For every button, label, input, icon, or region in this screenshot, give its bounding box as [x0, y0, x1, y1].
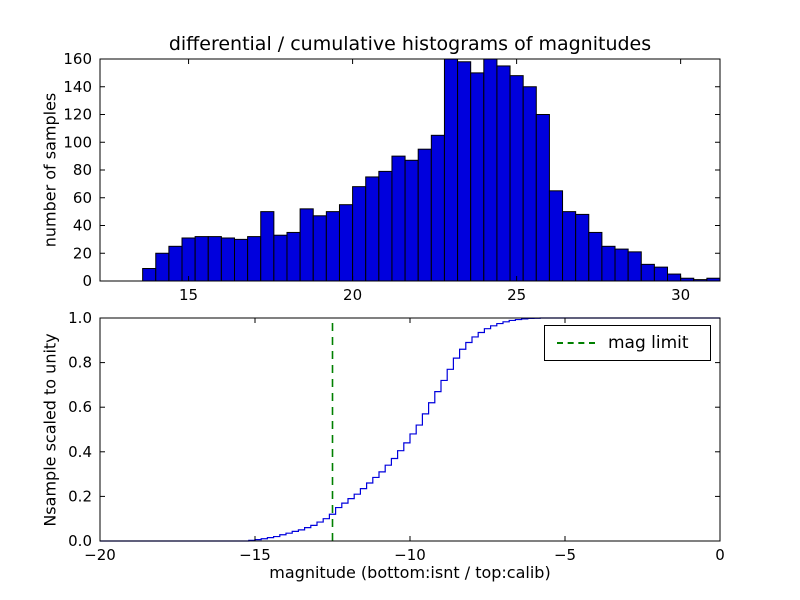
y-tick-label: 60	[73, 189, 92, 207]
histogram-bar	[378, 170, 393, 282]
histogram-bar	[614, 248, 629, 282]
histogram-bar	[338, 204, 354, 282]
histogram-bar	[207, 236, 222, 282]
x-tick-label: −5	[554, 546, 576, 564]
x-tick-label: −10	[394, 546, 426, 564]
histogram-bar	[273, 234, 288, 282]
x-tick-label: −15	[239, 546, 271, 564]
histogram-bar	[562, 211, 577, 282]
histogram-bar	[181, 237, 196, 282]
y-tick-label: 40	[73, 217, 92, 235]
y-tick-label: 0.6	[68, 398, 92, 416]
y-tick-label: 20	[73, 244, 92, 262]
histogram-bar	[352, 186, 367, 282]
histogram-bar	[404, 159, 419, 282]
x-tick-label: 25	[507, 286, 526, 304]
x-tick-label: 0	[715, 546, 725, 564]
histogram-bar	[299, 208, 314, 282]
histogram-bar	[575, 213, 590, 282]
histogram-bar	[365, 176, 380, 282]
histogram-bar	[247, 236, 262, 282]
dashed-line-sample-icon	[557, 342, 595, 344]
histogram-bar	[640, 263, 655, 282]
y-tick-label: 0.4	[68, 443, 92, 461]
histogram-bar	[312, 215, 327, 282]
histogram-bar	[220, 237, 235, 282]
histogram-bar	[667, 273, 682, 282]
histogram-bar	[391, 155, 406, 282]
histogram-bar	[457, 61, 472, 282]
histogram-bar	[194, 236, 209, 282]
histogram-bar	[286, 231, 301, 282]
y-tick-label: 100	[63, 133, 92, 151]
x-tick-label: 20	[343, 286, 362, 304]
histogram-bar	[233, 238, 249, 282]
histogram-bar	[260, 211, 275, 282]
y-tick-label: 0.0	[68, 532, 92, 550]
histogram-bar	[430, 134, 445, 282]
histogram-bar	[509, 75, 524, 282]
y-tick-label: 0	[82, 272, 92, 290]
histogram-bar	[522, 86, 537, 282]
histogram-bar	[601, 245, 616, 282]
histogram-bar	[470, 72, 485, 282]
x-tick-label: −20	[84, 546, 116, 564]
histogram-bar	[588, 231, 603, 282]
histogram-bar	[653, 266, 669, 282]
x-axis-label: magnitude (bottom:isnt / top:calib)	[269, 563, 551, 582]
histogram-bar	[627, 251, 642, 282]
y-tick-label: 0.2	[68, 487, 92, 505]
histogram-bar	[443, 58, 459, 282]
histogram-bar	[142, 268, 157, 282]
chart-title: differential / cumulative histograms of …	[168, 33, 652, 55]
histogram-bar	[548, 190, 564, 282]
y-tick-label: 0.8	[68, 354, 92, 372]
histogram-bar	[417, 148, 432, 282]
bottom-y-axis-label: Nsample scaled to unity	[40, 333, 60, 527]
y-tick-label: 140	[63, 78, 92, 96]
y-tick-label: 80	[73, 161, 92, 179]
y-tick-label: 1.0	[68, 309, 92, 327]
legend-label: mag limit	[608, 333, 689, 353]
y-tick-label: 160	[63, 50, 92, 68]
histogram-bar	[496, 65, 511, 282]
histogram-bar	[325, 211, 340, 282]
histogram-bar	[483, 58, 498, 282]
x-tick-label: 30	[671, 286, 690, 304]
histogram-bar	[155, 252, 170, 282]
x-tick-label: 15	[179, 286, 198, 304]
histogram-bar	[168, 245, 183, 282]
top-y-axis-label: number of samples	[40, 92, 60, 248]
histogram-bar	[535, 114, 550, 282]
y-tick-label: 120	[63, 106, 92, 124]
legend: mag limit	[544, 325, 711, 361]
cumulative-step-line	[100, 317, 720, 542]
